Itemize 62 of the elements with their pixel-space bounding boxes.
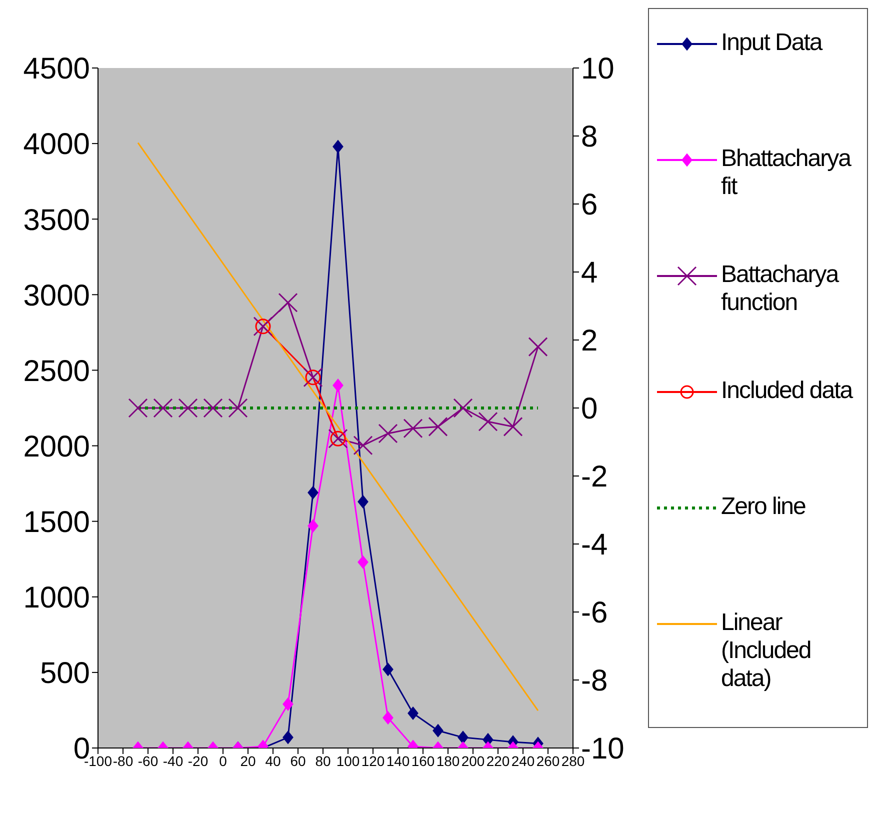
point [353, 436, 373, 456]
x-tick-label: -40 [162, 752, 184, 769]
y-tick-label: 1500 [23, 506, 90, 539]
point [358, 556, 368, 569]
x-tick-label: 60 [290, 752, 306, 769]
y-tick-label: 2500 [23, 354, 90, 388]
legend-label: Zero line [721, 493, 806, 521]
y2-tick-label: -4 [581, 528, 608, 562]
legend-label: Linear (Included data) [721, 609, 812, 693]
point [358, 495, 368, 508]
x-tick-label: 220 [486, 752, 510, 769]
point [332, 378, 344, 392]
y2-tick-label: -2 [581, 460, 608, 494]
x-tick-label: 0 [219, 752, 228, 769]
point [203, 398, 223, 418]
y2-tick-label: 0 [581, 392, 598, 426]
y2-tick-label: 4 [581, 256, 598, 290]
y-tick-label: 2000 [23, 430, 90, 464]
x-tick-label: 180 [436, 752, 460, 769]
y-tick-label: 4500 [23, 52, 90, 86]
legend-label: Bhattacharya fit [721, 145, 852, 201]
legend-label: Included data [721, 377, 852, 405]
x-tick-label: 240 [511, 752, 535, 769]
x-tick-label: 80 [315, 752, 331, 769]
x-tick-label: 20 [240, 752, 256, 769]
legend-label: Battacharya function [721, 261, 840, 317]
x-tick-label: -60 [138, 752, 158, 769]
legend-label: Input Data [721, 29, 822, 57]
y2-tick-label: -6 [581, 596, 608, 630]
y-tick-label: 500 [40, 657, 90, 690]
y2-tick-label: 10 [581, 52, 614, 86]
y2-tick-label: 8 [581, 120, 598, 154]
y2-tick-label: -8 [581, 664, 608, 698]
point [308, 519, 318, 532]
y2-tick-label: 2 [581, 324, 598, 358]
point [478, 412, 498, 432]
y-tick-label: 1000 [23, 582, 90, 615]
point [128, 398, 148, 418]
point [428, 416, 448, 436]
point [153, 398, 173, 418]
y-tick-label: 3500 [23, 204, 90, 237]
point [178, 398, 198, 418]
point [308, 486, 318, 500]
point [228, 398, 248, 418]
point [453, 398, 473, 418]
x-tick-label: 100 [336, 752, 360, 769]
y-tick-label: 3000 [23, 279, 90, 312]
x-tick-label: 200 [461, 752, 485, 769]
x-tick-label: -20 [188, 752, 208, 769]
y-tick-label: 4000 [23, 128, 90, 162]
point [403, 418, 423, 438]
x-tick-label: -80 [112, 752, 134, 769]
x-tick-label: 40 [265, 752, 281, 769]
x-tick-label: 140 [386, 752, 410, 769]
point [503, 416, 523, 436]
point [528, 337, 548, 357]
point [378, 424, 398, 444]
x-tick-label: 160 [411, 752, 435, 769]
point [278, 292, 298, 312]
y2-tick-label: 6 [581, 188, 598, 222]
x-tick-label: 120 [361, 752, 385, 769]
x-tick-label: 260 [536, 752, 560, 769]
